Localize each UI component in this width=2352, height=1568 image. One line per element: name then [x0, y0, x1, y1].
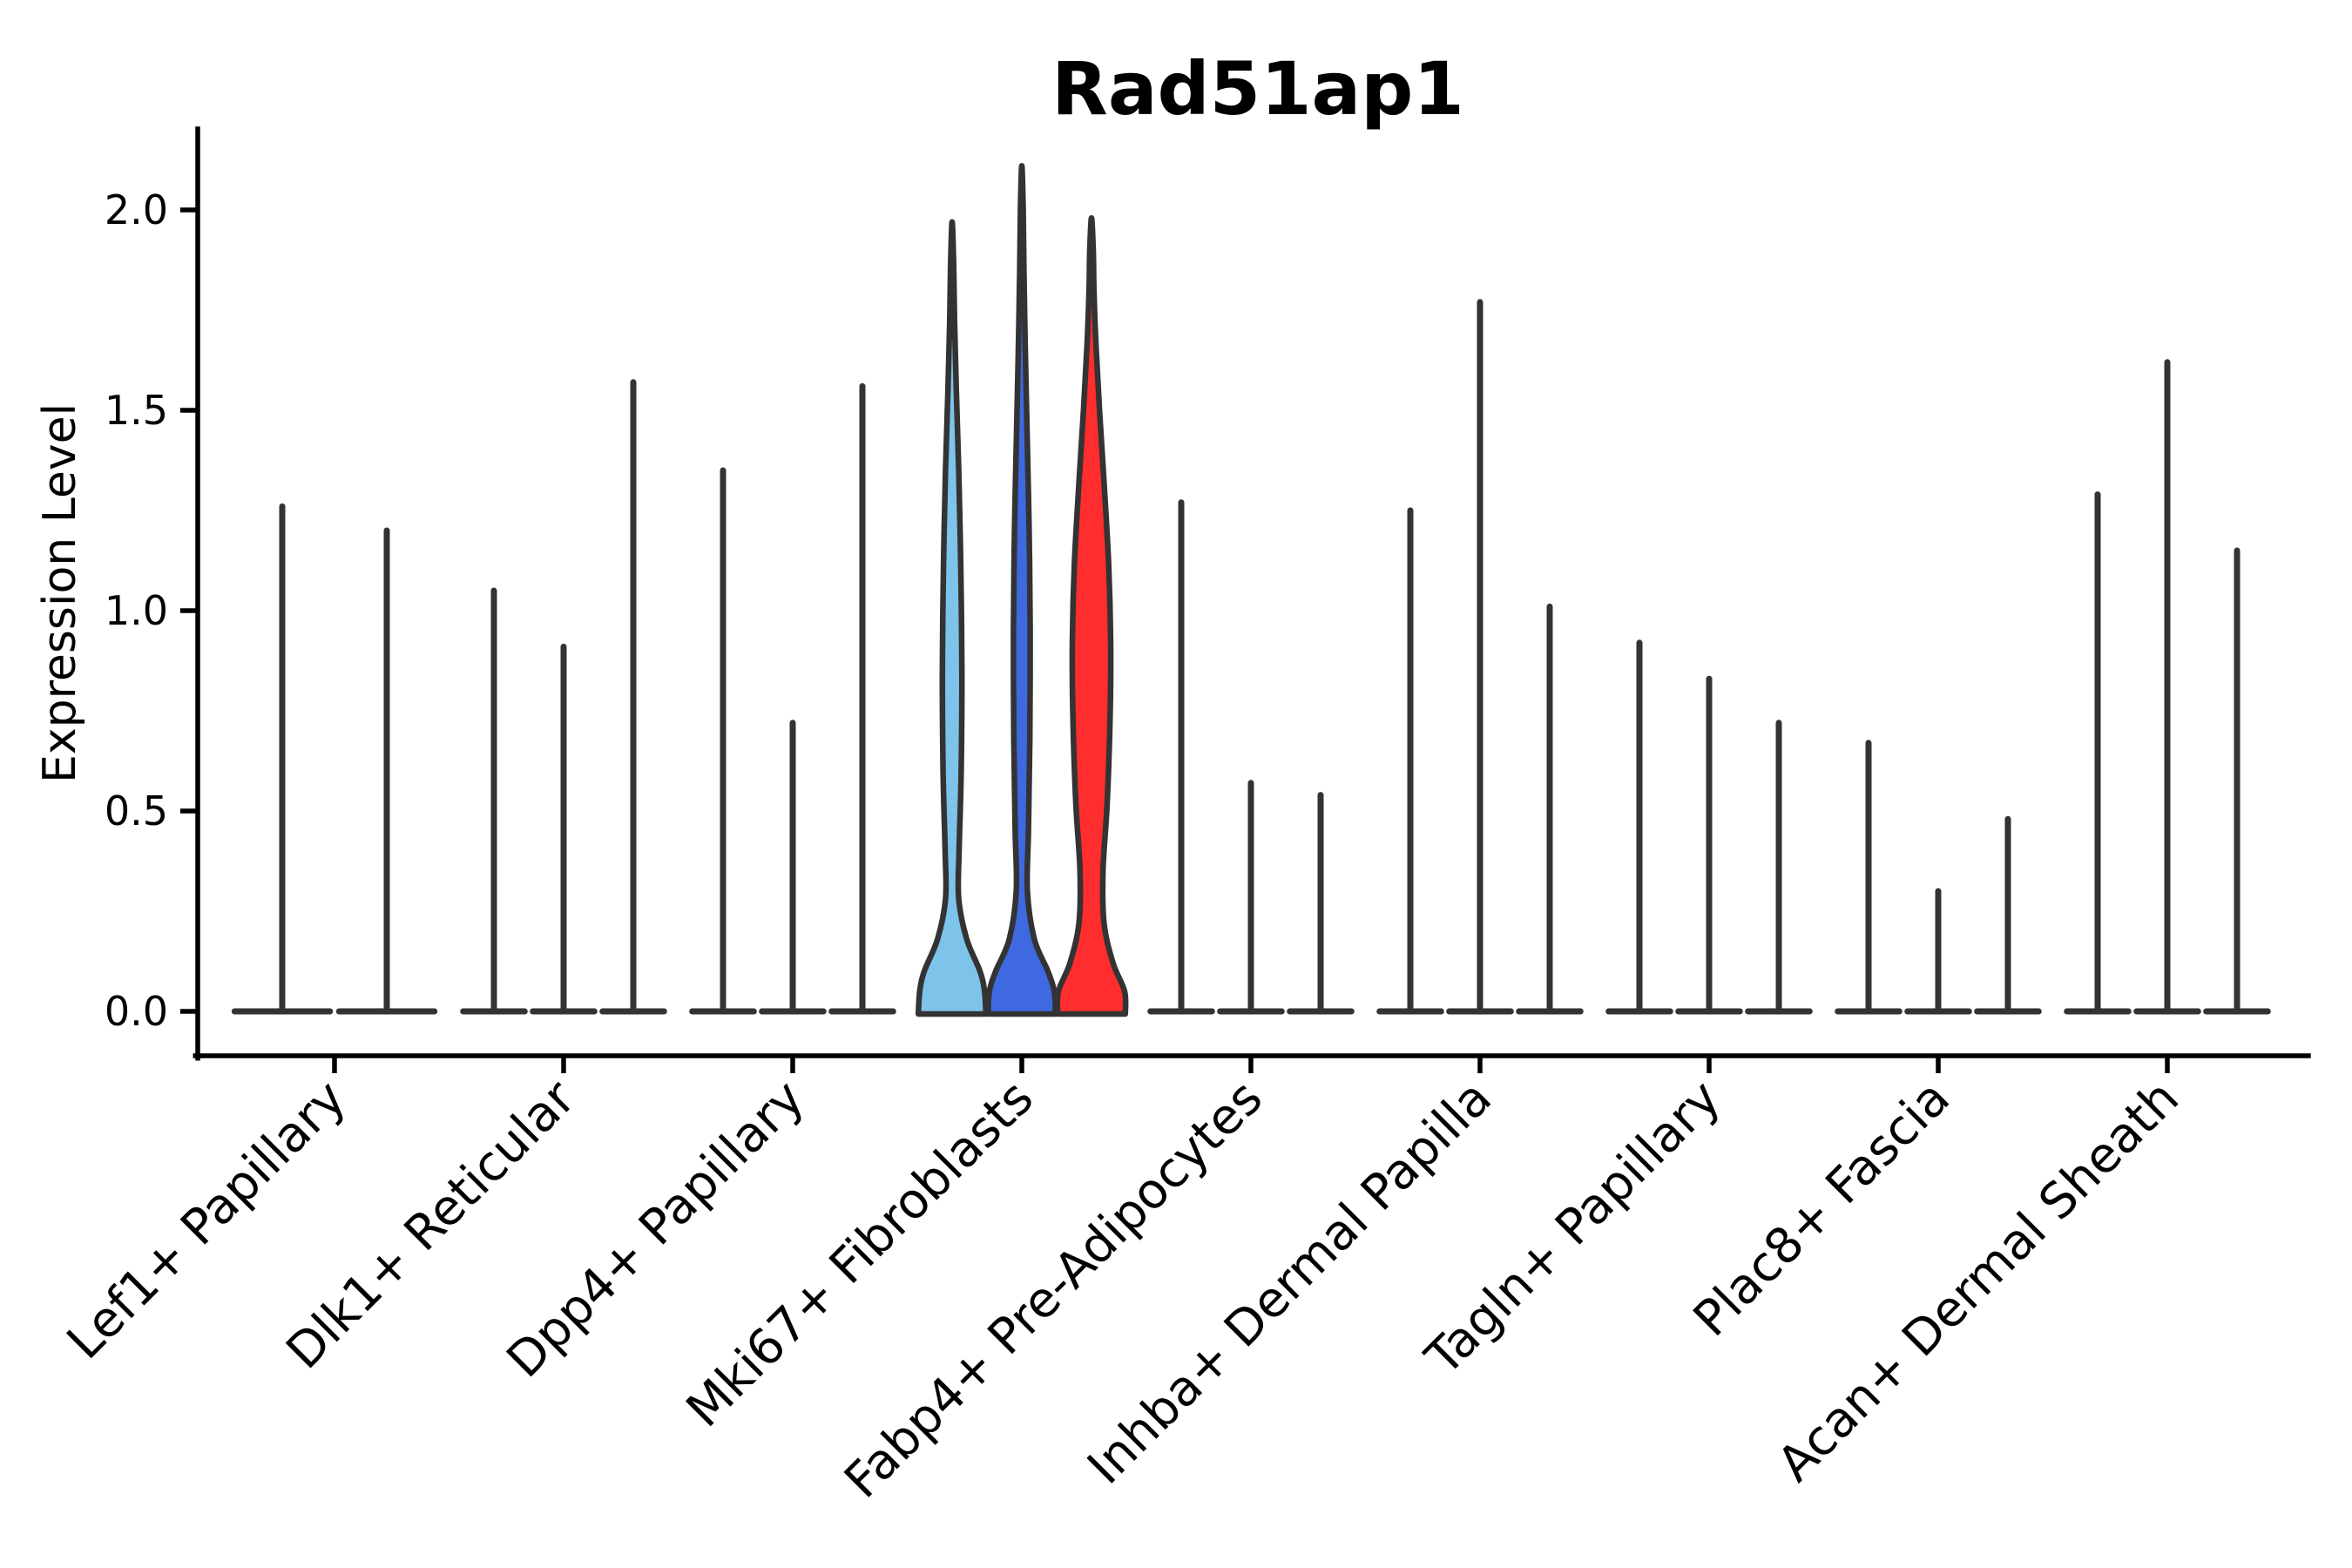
x-tick-label: Acan+ Dermal Sheath	[1767, 1070, 2190, 1493]
violin-shape	[915, 219, 990, 1017]
y-tick-label: 0.5	[105, 787, 168, 835]
chart-title: Rad51ap1	[1051, 46, 1464, 132]
y-axis-label: Expression Level	[34, 403, 86, 783]
y-tick-label: 1.5	[105, 387, 168, 434]
violin-group-1: Dlk1+ Reticular	[276, 379, 667, 1380]
y-tick-label: 1.0	[105, 587, 168, 634]
x-tick-label: Fabp4+ Pre-Adipocytes	[834, 1070, 1274, 1510]
violin-shape	[984, 163, 1059, 1017]
x-tick-label: Inhba+ Dermal Papilla	[1077, 1070, 1503, 1496]
y-tick-label: 0.0	[105, 988, 168, 1035]
y-tick-label: 2.0	[105, 186, 168, 233]
violin-group-8: Acan+ Dermal Sheath	[1767, 359, 2271, 1493]
violin-shape	[1054, 214, 1129, 1017]
